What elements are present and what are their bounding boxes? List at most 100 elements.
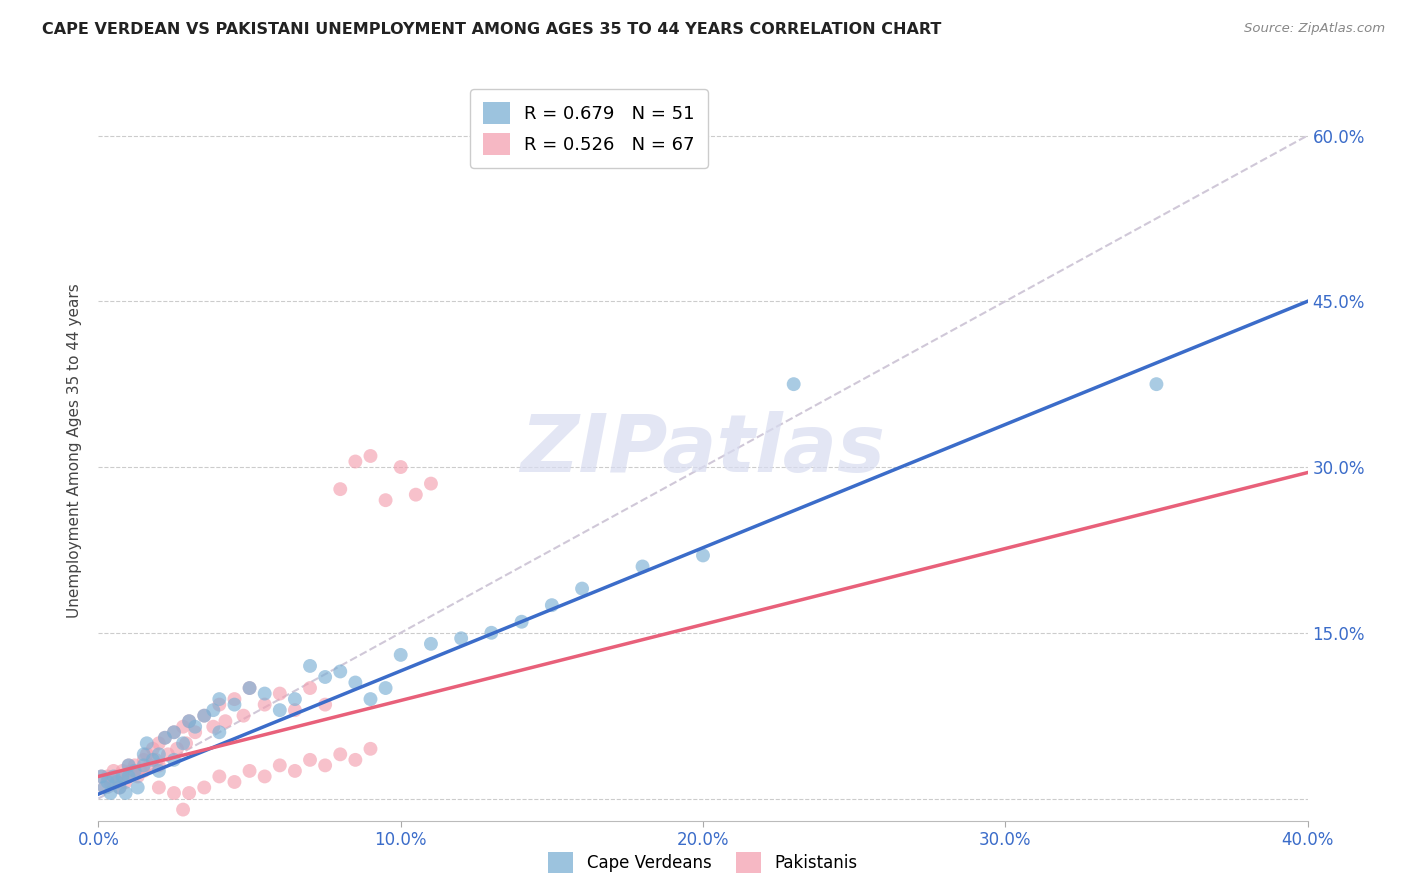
Legend: Cape Verdeans, Pakistanis: Cape Verdeans, Pakistanis xyxy=(541,846,865,880)
Point xyxy=(135,736,157,750)
Point xyxy=(389,460,412,475)
Point xyxy=(253,769,276,783)
Point xyxy=(103,769,125,783)
Point xyxy=(179,786,201,800)
Legend: R = 0.679   N = 51, R = 0.526   N = 67: R = 0.679 N = 51, R = 0.526 N = 67 xyxy=(470,89,707,168)
Point xyxy=(163,725,186,739)
Point xyxy=(299,753,322,767)
Point xyxy=(239,681,262,695)
Point xyxy=(153,731,176,745)
Point xyxy=(314,670,336,684)
Point xyxy=(314,698,336,712)
Point xyxy=(631,559,654,574)
Point xyxy=(783,377,806,392)
Point xyxy=(329,747,352,762)
Text: CAPE VERDEAN VS PAKISTANI UNEMPLOYMENT AMONG AGES 35 TO 44 YEARS CORRELATION CHA: CAPE VERDEAN VS PAKISTANI UNEMPLOYMENT A… xyxy=(42,22,942,37)
Point xyxy=(105,769,128,783)
Point xyxy=(111,764,134,778)
Point xyxy=(692,549,714,563)
Point xyxy=(148,758,170,772)
Point xyxy=(90,769,112,783)
Point xyxy=(118,769,141,783)
Point xyxy=(284,703,307,717)
Point xyxy=(184,720,207,734)
Point xyxy=(118,769,141,783)
Point xyxy=(481,625,503,640)
Point xyxy=(214,714,236,729)
Point xyxy=(172,736,194,750)
Point xyxy=(344,753,367,767)
Point xyxy=(420,637,443,651)
Point xyxy=(374,493,396,508)
Point xyxy=(156,747,179,762)
Point xyxy=(127,780,149,795)
Point xyxy=(153,731,176,745)
Point xyxy=(103,775,125,789)
Point xyxy=(239,681,262,695)
Text: ZIPatlas: ZIPatlas xyxy=(520,411,886,490)
Point xyxy=(118,758,141,772)
Point xyxy=(90,769,112,783)
Point xyxy=(329,665,352,679)
Point xyxy=(208,725,231,739)
Point xyxy=(93,780,115,795)
Point xyxy=(360,449,382,463)
Point xyxy=(389,648,412,662)
Point xyxy=(96,775,118,789)
Point xyxy=(344,675,367,690)
Point xyxy=(329,482,352,496)
Point xyxy=(105,775,128,789)
Point xyxy=(208,769,231,783)
Point xyxy=(163,786,186,800)
Point xyxy=(253,698,276,712)
Point xyxy=(139,758,162,772)
Point xyxy=(360,692,382,706)
Point xyxy=(344,454,367,468)
Point xyxy=(124,764,146,778)
Point xyxy=(179,714,201,729)
Point xyxy=(135,747,157,762)
Point xyxy=(148,747,170,762)
Point xyxy=(179,714,201,729)
Point xyxy=(108,780,131,795)
Point xyxy=(374,681,396,695)
Point xyxy=(166,741,188,756)
Point xyxy=(103,764,125,778)
Point xyxy=(93,780,115,795)
Point xyxy=(193,780,215,795)
Point xyxy=(571,582,593,596)
Point xyxy=(111,769,134,783)
Point xyxy=(100,775,122,789)
Point xyxy=(163,725,186,739)
Point xyxy=(450,632,472,646)
Point xyxy=(118,758,141,772)
Point xyxy=(172,720,194,734)
Point xyxy=(108,780,131,795)
Point xyxy=(284,692,307,706)
Point xyxy=(121,764,143,778)
Point xyxy=(132,747,155,762)
Point xyxy=(239,764,262,778)
Point xyxy=(148,780,170,795)
Point xyxy=(132,753,155,767)
Point xyxy=(124,758,146,772)
Point xyxy=(224,775,246,789)
Point xyxy=(232,708,254,723)
Point xyxy=(269,703,291,717)
Point xyxy=(224,698,246,712)
Point xyxy=(202,703,225,717)
Point xyxy=(132,764,155,778)
Point xyxy=(269,687,291,701)
Point xyxy=(184,725,207,739)
Point xyxy=(1144,377,1167,392)
Point xyxy=(163,753,186,767)
Point xyxy=(132,758,155,772)
Point xyxy=(148,736,170,750)
Point xyxy=(127,769,149,783)
Point xyxy=(96,769,118,783)
Point xyxy=(142,753,165,767)
Point xyxy=(145,753,167,767)
Point xyxy=(174,736,197,750)
Point xyxy=(253,687,276,701)
Point xyxy=(202,720,225,734)
